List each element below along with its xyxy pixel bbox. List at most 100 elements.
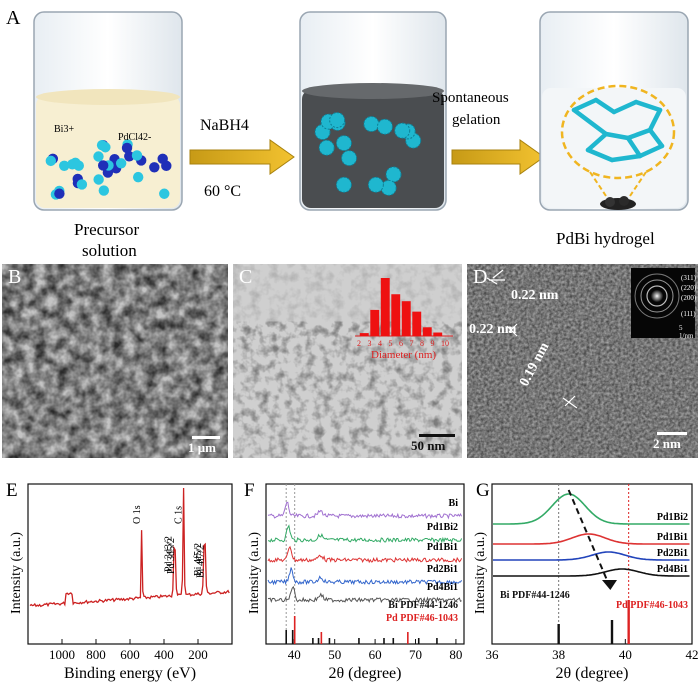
histogram-tick: 6 [399,339,403,348]
scale-bar-d [657,432,687,435]
xps-peak-label: C 1s [174,506,185,524]
xps-survey-line [29,487,230,608]
gel-strand [585,131,609,153]
panel-a-schematic: A Bi3+ PdCl42- NaBH4 60 °C Spontaneous g… [6,7,689,260]
gel-strand [571,97,599,113]
x-tick-label: 40 [288,647,301,662]
ion-sphere [132,171,144,183]
xrd-zoom-label: Pd2Bi1 [657,548,688,559]
pdbi-nanocluster [385,166,402,183]
sem-texture [2,264,228,458]
histogram-tick: 7 [410,339,414,348]
y-axis-label: Intensity (a.u.) [247,532,262,614]
gel-strand [603,131,631,141]
ion-sphere [97,160,109,171]
ion-sphere [121,142,133,154]
histogram-bar [433,332,443,336]
gel-strand [633,99,663,113]
xrd-series-line [267,545,463,564]
scale-text-b: 1 μm [188,440,216,455]
panel-label: F [244,480,255,501]
saed-scale: 5 1/nm [679,324,694,340]
panel-c-tem: C Diameter (nm) 2 3 4 5 6 7 8 9 10 50 nm [233,264,462,458]
gel-strand [611,99,639,115]
chart-f-xrd: F Intensity (a.u.) 40 50 60 70 80 2θ (degree) Bi… [244,480,465,682]
ion-sphere [98,185,110,196]
xrd-series-label: Pd2Bi1 [427,564,458,575]
histogram-bar [370,309,380,336]
histogram-bar [422,327,432,336]
saed-ring-311: (311) [681,274,696,282]
ion-sphere [100,142,111,153]
temperature-label: 60 °C [204,183,241,200]
caption-precursor-2: solution [82,241,137,260]
x-tick-label: 1000 [49,647,75,662]
panel-d-label: D [473,266,488,288]
plot-frame [265,483,465,645]
y-axis-label: Intensity (a.u.) [473,532,488,614]
pdbi-nanocluster [376,118,393,135]
xps-peak-label: O 1s [132,505,143,524]
gel-strand [637,143,665,159]
size-histogram: Diameter (nm) 2 3 4 5 6 7 8 9 10 [355,278,453,361]
chart-e-xps: E Intensity (a.u.) 1000 800 600 400 200 Binding… [6,480,233,682]
pdbi-nanocluster [335,135,352,152]
x-tick-label: 800 [86,647,106,662]
histogram-tick: 9 [431,339,435,348]
xrd-series-line [267,567,463,586]
xrd-zoom-line [493,493,690,525]
ion-sphere [149,162,160,173]
y-axis-label: Intensity (a.u.) [9,532,24,614]
arrow-gelation [451,139,545,175]
scale-text-d: 2 nm [653,436,681,451]
gel-strand [647,127,665,149]
nanoparticle-clusters [314,112,422,196]
histogram-bar [359,333,369,336]
hydrogel-network [571,97,665,163]
scale-bar-c [419,434,455,437]
panel-b-sem: B 1 μm [2,264,228,458]
x-axis-label: Binding energy (eV) [64,665,196,682]
panel-label: E [6,480,18,501]
gel-strand [625,127,653,141]
pdbi-nanocluster [394,122,411,139]
histogram-tick: 8 [420,339,424,348]
gel-strand [609,153,643,163]
pdbi-nanocluster [363,116,380,133]
gel-strand [647,107,663,133]
step-label-1: Spontaneous [432,90,509,106]
bi-ion-label: Bi3+ [54,124,74,135]
ion-sphere [76,179,88,190]
histogram-tick: 10 [441,339,449,348]
reference-label: Pd PDF#46-1043 [386,613,458,624]
histogram-xlabel: Diameter (nm) [371,349,436,361]
pdbi-nanocluster [335,176,352,193]
caption-hydrogel: PdBi hydrogel [556,229,655,248]
panel-a-label: A [6,7,21,29]
x-tick-label: 38 [552,647,565,662]
ion-sphere [93,151,104,162]
saed-ring-111: (111) [681,310,696,318]
xrd-series-label: Bi [449,498,459,509]
xrd-zoom-line [493,533,690,545]
reference-label: Bi PDF#44-1246 [500,590,570,601]
gel-strand [625,135,643,159]
pd-ion-label: PdCl42- [118,132,151,143]
scale-bar-b [192,436,220,439]
x-axis-label: 2θ (degree) [556,665,629,682]
histogram-tick: 5 [389,339,393,348]
step-label-2: gelation [452,112,501,128]
precursor-ions [45,139,172,200]
ion-sphere [115,158,127,169]
arrow-reduction [189,139,295,175]
panel-d-hrtem: D 0.22 nm 0.22 nm 0.19 nm (311) (220) (2… [467,264,698,458]
xrd-zoom-line [493,551,690,561]
panel-label: G [476,480,490,501]
ion-sphere [54,188,65,199]
gel-strand [593,97,617,115]
histogram-bar [391,294,401,336]
xps-peak-label: Bi 4f5/2 [193,543,204,576]
xrd-zoom-label: Pd4Bi1 [657,564,688,575]
pdbi-nanocluster [318,139,335,156]
x-tick-label: 200 [188,647,208,662]
